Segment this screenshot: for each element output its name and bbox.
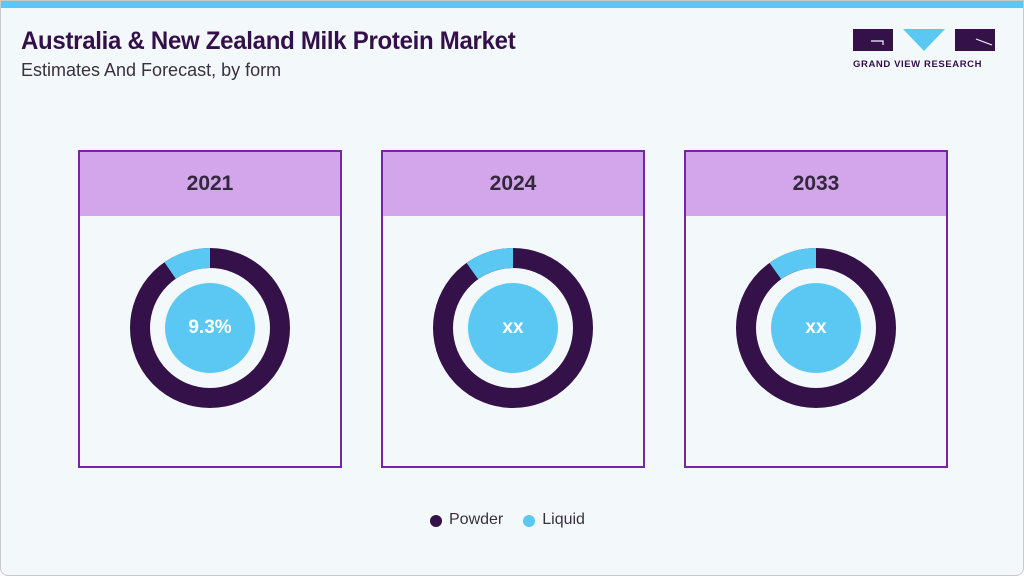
donut-center-label: xx — [502, 317, 524, 338]
donut-center-label: 9.3% — [188, 317, 232, 338]
legend-label: Powder — [449, 511, 504, 528]
grand-view-research-logo: GRAND VIEW RESEARCH — [853, 29, 995, 73]
logo-text: GRAND VIEW RESEARCH — [853, 59, 983, 70]
card-year: 2033 — [686, 152, 946, 216]
donut-chart-2021 — [130, 248, 290, 408]
gvr-logo-icon — [853, 29, 995, 51]
donut-center-label: xx — [805, 317, 827, 338]
card-2033: 2033 xx — [684, 150, 948, 468]
card-year: 2021 — [80, 152, 340, 216]
donut-chart-2024 — [433, 248, 593, 408]
legend-label: Liquid — [542, 511, 585, 528]
top-accent-bar — [1, 1, 1023, 8]
card-year: 2024 — [383, 152, 643, 216]
chart-title: Australia & New Zealand Milk Protein Mar… — [21, 27, 516, 55]
card-2021: 2021 9.3% — [78, 150, 342, 468]
legend-item-liquid: Liquid — [523, 511, 585, 529]
chart-legend: Powder Liquid — [430, 511, 605, 529]
chart-subtitle: Estimates And Forecast, by form — [21, 60, 282, 80]
card-2024: 2024 xx — [381, 150, 645, 468]
donut-chart-2033 — [736, 248, 896, 408]
legend-item-powder: Powder — [430, 511, 503, 529]
liquid-dot-icon — [523, 515, 536, 527]
powder-dot-icon — [430, 515, 442, 527]
